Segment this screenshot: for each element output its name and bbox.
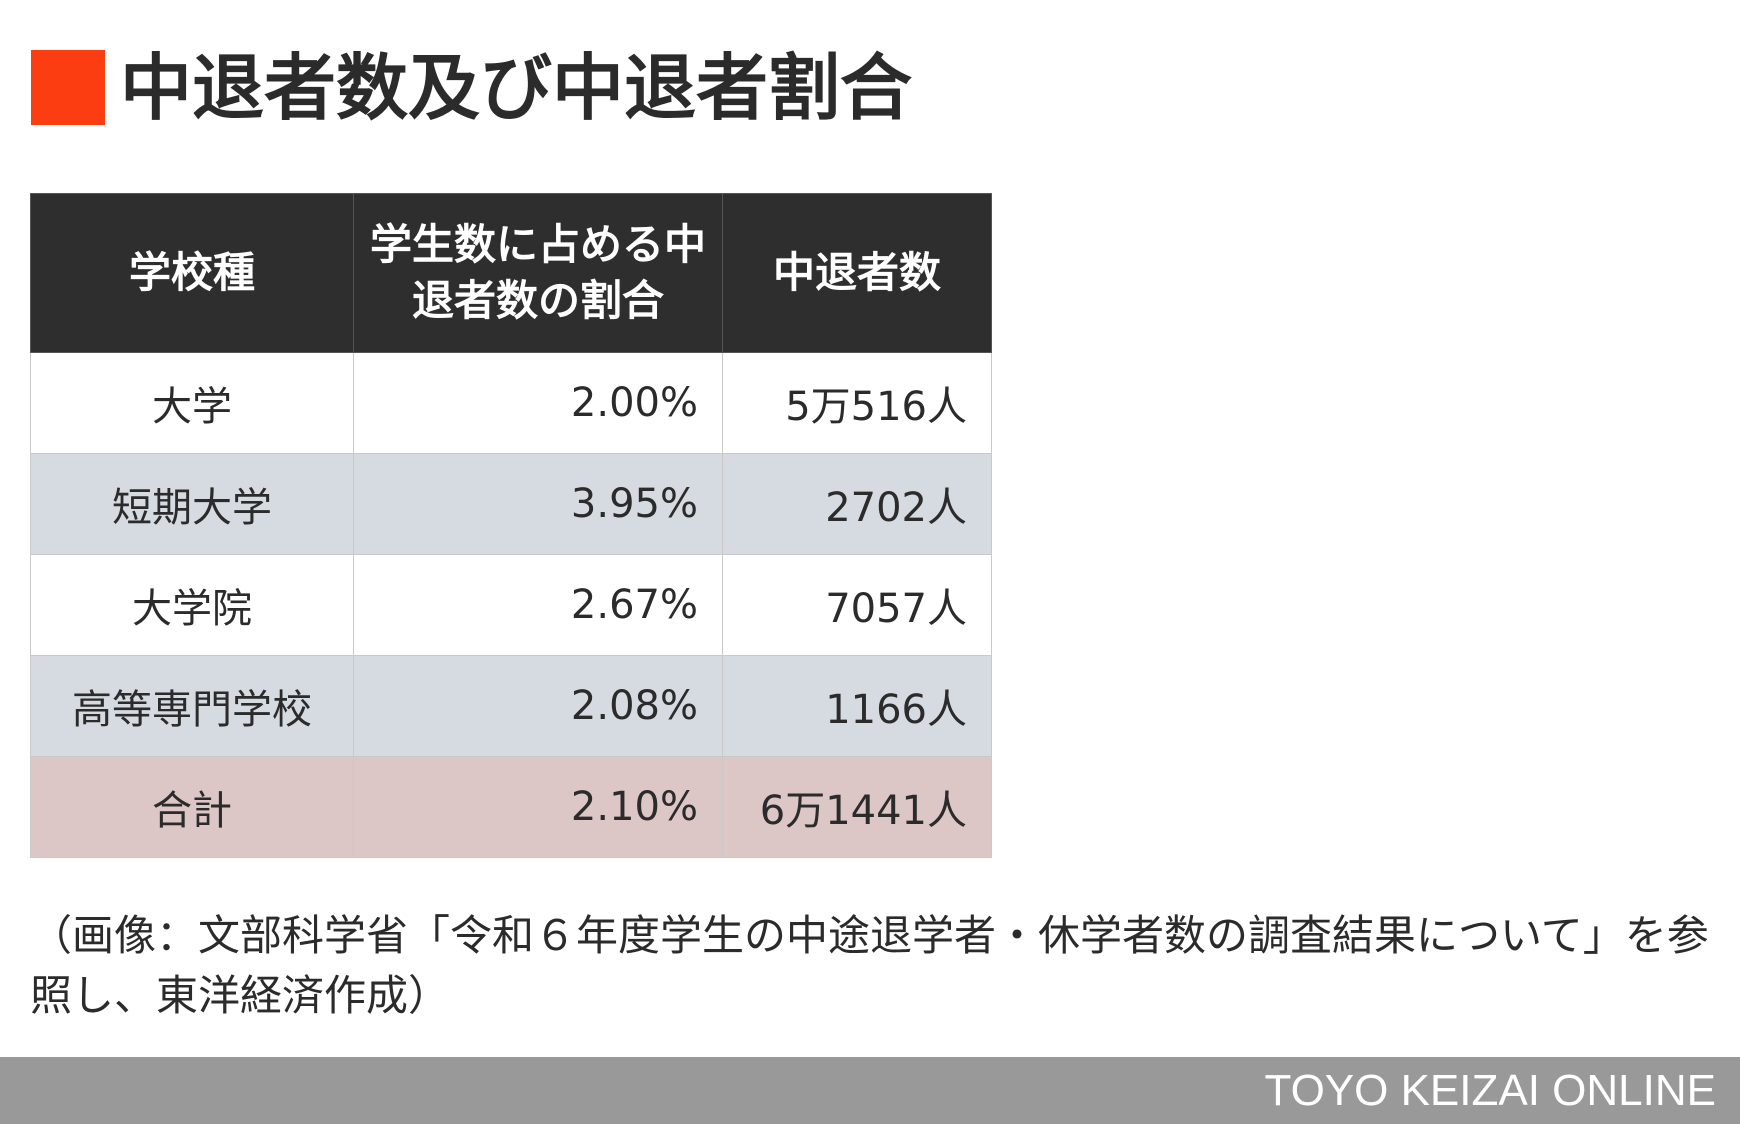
footer-bar: TOYO KEIZAI ONLINE <box>0 1057 1740 1124</box>
cell: 6万1441人 <box>722 756 992 858</box>
source-note: （画像：文部科学省「令和６年度学生の中途退学者・休学者数の調査結果について」を参… <box>30 911 1709 1020</box>
cell: 大学院 <box>30 554 354 656</box>
cell: 7057人 <box>722 554 992 656</box>
column-header: 学生数に占める中退者数の割合 <box>353 193 723 353</box>
cell: 2.00% <box>353 352 723 454</box>
table-row: 大学院 2.67% 7057人 <box>30 554 992 656</box>
brand: TOYO KEIZAI ONLINE <box>1264 1066 1716 1115</box>
column-header: 学校種 <box>30 193 354 353</box>
cell: 2.10% <box>353 756 723 858</box>
column-header: 中退者数 <box>722 193 992 353</box>
header-row: 学校種 学生数に占める中退者数の割合 中退者数 <box>30 193 992 353</box>
table-row: 合計 2.10% 6万1441人 <box>30 756 992 858</box>
cell: 1166人 <box>722 655 992 757</box>
cell: 2.08% <box>353 655 723 757</box>
cell: 合計 <box>30 756 354 858</box>
table-body: 大学 2.00% 5万516人 短期大学 3.95% 2702人 大学院 2.67% 7057人… <box>30 352 992 858</box>
cell: 2.67% <box>353 554 723 656</box>
cell: 短期大学 <box>30 453 354 555</box>
cell: 2702人 <box>722 453 992 555</box>
cell: 5万516人 <box>722 352 992 454</box>
cell: 3.95% <box>353 453 723 555</box>
cell: 高等専門学校 <box>30 655 354 757</box>
title-mark <box>31 50 105 125</box>
table-row: 短期大学 3.95% 2702人 <box>30 453 992 555</box>
table-row: 大学 2.00% 5万516人 <box>30 352 992 454</box>
table-row: 高等専門学校 2.08% 1166人 <box>30 655 992 757</box>
cell: 大学 <box>30 352 354 454</box>
title: 中退者数及び中退者割合 <box>120 46 913 130</box>
table: 学校種 学生数に占める中退者数の割合 中退者数 大学 2.00% 5万516人 短期大学 3… <box>30 193 992 858</box>
